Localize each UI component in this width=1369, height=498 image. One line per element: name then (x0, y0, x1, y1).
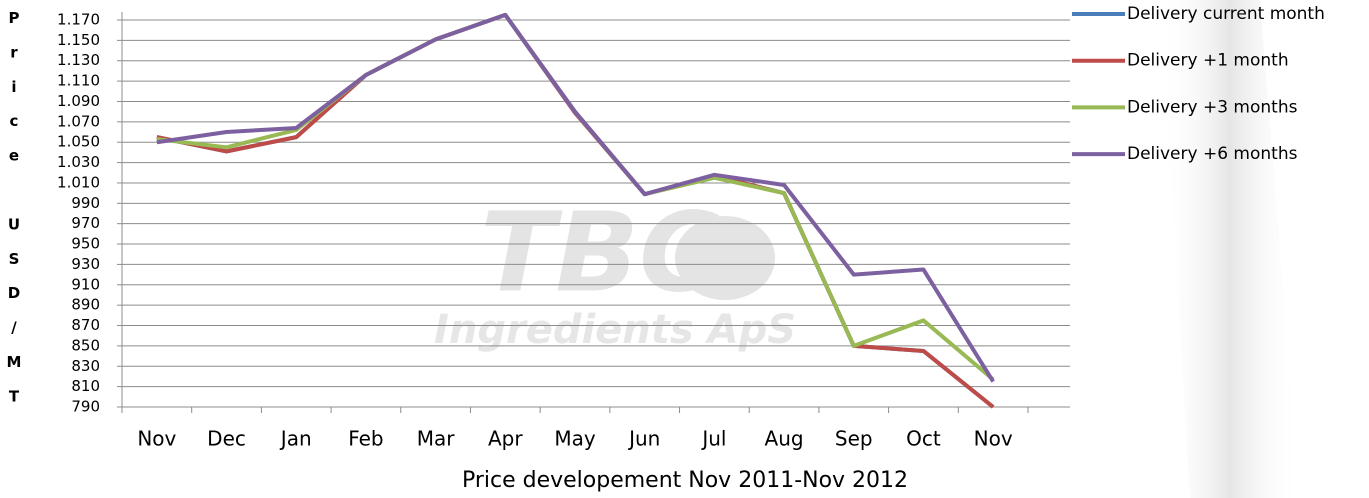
y-tick-label: 1.130 (57, 51, 100, 69)
x-tick-label: Sep (835, 427, 873, 451)
x-tick-label: Apr (488, 427, 523, 451)
x-tick-label: Mar (417, 427, 456, 451)
y-tick-label: 930 (71, 255, 100, 273)
legend-label: Delivery +3 months (1127, 97, 1298, 117)
y-tick-label: 810 (71, 377, 100, 395)
y-tick-label: 970 (71, 214, 100, 232)
chart-title: Price developement Nov 2011-Nov 2012 (462, 468, 908, 493)
y-tick-label: 1.170 (57, 11, 100, 29)
background-streak (1160, 0, 1300, 498)
x-tick-label: Aug (765, 427, 804, 451)
y-tick-label: 890 (71, 296, 100, 314)
x-tick-label: Oct (906, 427, 941, 451)
x-tick-label: Feb (348, 427, 383, 451)
y-tick-label: 1.090 (57, 92, 100, 110)
x-tick-label: Nov (974, 427, 1013, 451)
legend-label: Delivery +6 months (1127, 144, 1298, 164)
series-line (156, 12, 995, 383)
y-tick-label: 1.010 (57, 173, 100, 191)
y-tick-label: 870 (71, 316, 100, 334)
x-tick-label: May (554, 427, 596, 451)
x-tick-label: Dec (207, 427, 246, 451)
x-tick-label: Jan (279, 427, 312, 451)
x-tick-label: Jun (627, 427, 660, 451)
legend-label: Delivery +1 month (1127, 51, 1289, 71)
watermark-text: Ingredients ApS (434, 307, 796, 353)
y-tick-label: 1.030 (57, 153, 100, 171)
y-tick-label: 1.110 (57, 72, 100, 90)
y-tick-label: 910 (71, 275, 100, 293)
x-tick-label: Jul (700, 427, 726, 451)
y-tick-label: 1.050 (57, 133, 100, 151)
y-tick-label: 850 (71, 336, 100, 354)
legend-label: Delivery current month (1127, 4, 1325, 24)
y-tick-label: 790 (71, 398, 100, 416)
y-tick-label: 830 (71, 357, 100, 375)
y-tick-label: 1.150 (57, 31, 100, 49)
y-tick-label: 1.070 (57, 112, 100, 130)
watermark-drop (675, 216, 775, 300)
y-tick-label: 990 (71, 194, 100, 212)
x-tick-label: Nov (137, 427, 176, 451)
y-tick-label: 950 (71, 235, 100, 253)
